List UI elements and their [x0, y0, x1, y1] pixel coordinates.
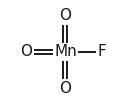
Text: O: O [20, 45, 32, 59]
Text: Mn: Mn [54, 45, 77, 59]
Text: O: O [59, 81, 71, 96]
Text: O: O [59, 8, 71, 23]
Text: F: F [97, 45, 106, 59]
